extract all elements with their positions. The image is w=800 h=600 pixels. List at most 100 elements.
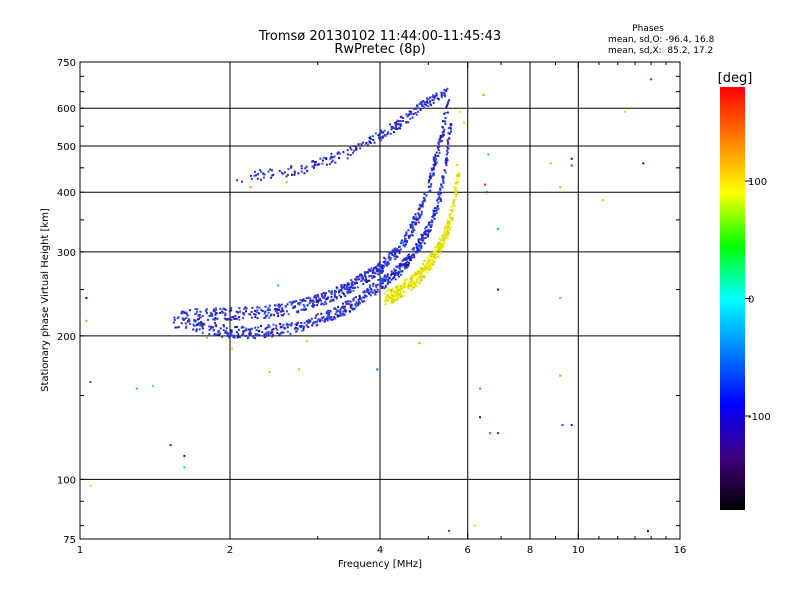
o-mode-echo bbox=[414, 251, 417, 254]
o-mode-echo bbox=[353, 307, 356, 310]
o-mode-echo bbox=[343, 283, 346, 286]
o-mode-echo bbox=[425, 225, 428, 228]
o-mode-echo bbox=[411, 248, 414, 251]
o-mode-echo bbox=[324, 292, 327, 295]
o-mode-echo bbox=[321, 319, 324, 322]
o-mode-echo bbox=[389, 256, 392, 259]
o-mode-echo bbox=[395, 122, 398, 125]
o-mode-echo bbox=[356, 286, 359, 289]
x-mode-echo bbox=[456, 171, 459, 174]
o-mode-echo bbox=[397, 249, 400, 252]
o-mode-echo bbox=[398, 265, 401, 268]
x-mode-echo bbox=[434, 256, 437, 259]
x-mode-echo bbox=[387, 293, 390, 296]
o-mode-echo bbox=[349, 289, 352, 292]
o-mode-echo bbox=[431, 220, 434, 223]
o-mode-echo bbox=[352, 289, 355, 292]
o-mode-echo bbox=[397, 120, 400, 123]
x-mode-echo bbox=[431, 258, 434, 261]
o-mode-echo bbox=[309, 319, 312, 322]
o-mode-echo bbox=[233, 336, 236, 339]
o-mode-echo bbox=[259, 324, 262, 327]
x-mode-echo bbox=[430, 262, 433, 265]
x-mode-echo bbox=[403, 282, 406, 285]
o-mode-echo bbox=[384, 275, 387, 278]
o-mode-echo bbox=[364, 274, 367, 277]
o-mode-echo bbox=[269, 332, 272, 335]
o-mode-echo bbox=[301, 324, 304, 327]
o-mode-echo bbox=[409, 259, 412, 262]
o-mode-echo bbox=[360, 280, 363, 283]
o-mode-echo bbox=[342, 302, 345, 305]
o-mode-echo bbox=[440, 96, 443, 99]
o-mode-echo bbox=[423, 193, 426, 196]
o-mode-echo bbox=[343, 310, 346, 313]
o-mode-echo bbox=[284, 171, 287, 174]
x-mode-echo bbox=[388, 297, 391, 300]
o-mode-echo bbox=[257, 326, 260, 329]
o-mode-echo bbox=[323, 296, 326, 299]
o-mode-echo bbox=[410, 110, 413, 113]
x-mode-echo bbox=[448, 223, 451, 226]
o-mode-echo bbox=[416, 251, 419, 254]
x-mode-echo bbox=[390, 289, 393, 292]
x-mode-echo bbox=[385, 289, 388, 292]
x-mode-echo bbox=[404, 291, 407, 294]
o-mode-echo bbox=[299, 298, 302, 301]
o-mode-echo bbox=[423, 199, 426, 202]
o-mode-echo bbox=[224, 308, 227, 311]
o-mode-echo bbox=[439, 136, 442, 139]
noise-point bbox=[277, 284, 280, 287]
x-mode-echo bbox=[423, 270, 426, 273]
o-mode-echo bbox=[405, 263, 408, 266]
x-mode-echo bbox=[452, 202, 455, 205]
o-mode-echo bbox=[338, 294, 341, 297]
x-mode-echo bbox=[425, 264, 428, 267]
o-mode-echo bbox=[403, 259, 406, 262]
o-mode-echo bbox=[336, 315, 339, 318]
o-mode-echo bbox=[334, 161, 337, 164]
x-mode-echo bbox=[411, 285, 414, 288]
o-mode-echo bbox=[271, 328, 274, 331]
x-mode-echo bbox=[456, 178, 459, 181]
o-mode-echo bbox=[281, 314, 284, 317]
o-mode-echo bbox=[398, 251, 401, 254]
stats-x-line: mean, sd,X: 85.2, 17.2 bbox=[608, 46, 713, 56]
o-mode-echo bbox=[443, 92, 446, 95]
o-mode-echo bbox=[399, 124, 402, 127]
x-mode-echo bbox=[456, 183, 459, 186]
x-mode-echo bbox=[428, 268, 431, 271]
o-mode-echo bbox=[396, 255, 399, 258]
x-mode-echo bbox=[452, 208, 455, 211]
o-mode-echo bbox=[357, 143, 360, 146]
o-mode-echo bbox=[420, 213, 423, 216]
o-mode-echo bbox=[418, 204, 421, 207]
o-mode-echo bbox=[390, 273, 393, 276]
o-mode-echo bbox=[273, 314, 276, 317]
o-mode-echo bbox=[373, 141, 376, 144]
o-mode-echo bbox=[313, 164, 316, 167]
o-mode-echo bbox=[210, 325, 213, 328]
o-mode-echo bbox=[432, 172, 435, 175]
o-mode-echo bbox=[426, 229, 429, 232]
o-mode-echo bbox=[173, 316, 176, 319]
x-mode-echo bbox=[385, 295, 388, 298]
o-mode-echo bbox=[211, 326, 214, 329]
o-mode-echo bbox=[304, 167, 307, 170]
o-mode-echo bbox=[301, 300, 304, 303]
o-mode-echo bbox=[444, 95, 447, 98]
o-mode-echo bbox=[365, 280, 368, 283]
o-mode-echo bbox=[340, 283, 343, 286]
o-mode-echo bbox=[222, 329, 225, 332]
o-mode-echo bbox=[215, 308, 218, 311]
o-mode-echo bbox=[429, 185, 432, 188]
o-mode-echo bbox=[302, 325, 305, 328]
o-mode-echo bbox=[435, 212, 438, 215]
o-mode-echo bbox=[252, 336, 255, 339]
y-tick-label: 300 bbox=[57, 248, 76, 259]
o-mode-echo bbox=[215, 307, 218, 310]
o-mode-echo bbox=[446, 159, 449, 162]
o-mode-echo bbox=[446, 139, 449, 142]
o-mode-echo bbox=[215, 325, 218, 328]
noise-point bbox=[297, 368, 300, 371]
